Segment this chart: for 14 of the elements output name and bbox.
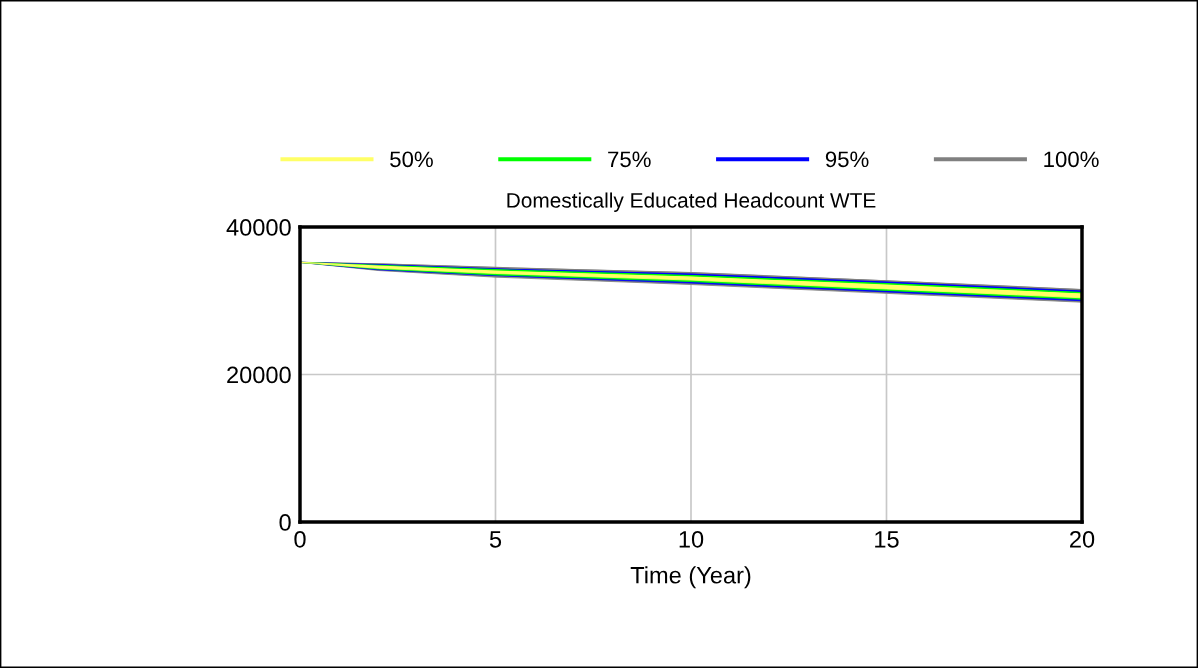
- y-tick-label: 20000: [227, 366, 291, 384]
- x-tick-label: 0: [294, 530, 306, 548]
- x-tick-label: 20: [1070, 530, 1095, 548]
- x-tick-label: 10: [679, 530, 704, 548]
- legend-label: 50%: [390, 151, 433, 168]
- x-tick-label: 15: [875, 531, 899, 548]
- x-axis-title: Time (Year): [630, 566, 751, 589]
- legend-label: 100%: [1044, 151, 1099, 168]
- chart-title: Domestically Educated Headcount WTE: [507, 192, 876, 212]
- y-tick-label: 0: [279, 514, 291, 531]
- x-tick-label: 5: [489, 531, 502, 548]
- y-tick-label: 40000: [226, 219, 291, 236]
- legend-label: 75%: [608, 151, 651, 168]
- legend-label: 95%: [825, 151, 869, 168]
